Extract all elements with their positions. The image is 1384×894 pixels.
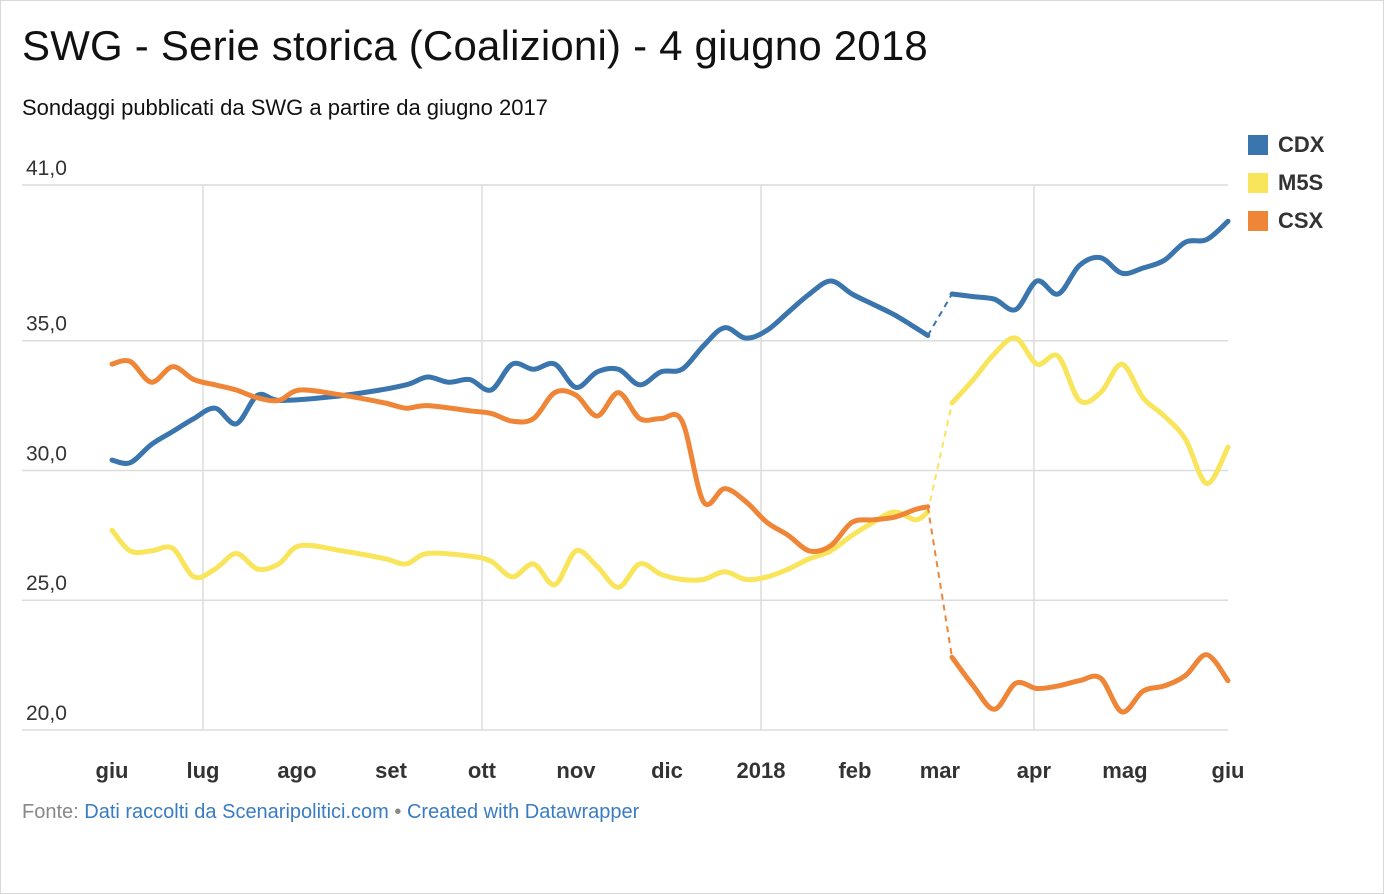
y-tick-label: 35,0 <box>26 313 67 336</box>
source-separator: • <box>394 801 402 823</box>
x-tick-label: 2018 <box>737 758 786 783</box>
legend-item-csx[interactable]: CSX <box>1248 202 1324 240</box>
legend-label-cdx: CDX <box>1278 132 1325 157</box>
x-tick-label: giu <box>96 758 129 783</box>
source-prefix: Fonte: <box>22 801 79 823</box>
datawrapper-link[interactable]: Created with Datawrapper <box>406 801 640 823</box>
x-tick-label: dic <box>651 758 683 783</box>
legend-swatch-cdx <box>1248 135 1268 155</box>
x-tick-label: ott <box>468 758 497 783</box>
legend-label-m5s: M5S <box>1278 170 1324 195</box>
legend-swatch-m5s <box>1248 173 1268 193</box>
x-tick-label: giu <box>1212 758 1245 783</box>
series-line-m5s-before[interactable] <box>109 509 931 590</box>
series-line-csx-before[interactable] <box>109 358 931 555</box>
x-tick-label: mar <box>920 758 961 783</box>
x-tick-label: lug <box>186 758 219 783</box>
legend-swatch-csx <box>1248 211 1268 231</box>
series-line-csx-after[interactable] <box>949 652 1231 715</box>
chart-title: SWG - Serie storica (Coalizioni) - 4 giu… <box>22 22 928 69</box>
legend-label-csx: CSX <box>1278 208 1324 233</box>
y-tick-label: 41,0 <box>26 157 67 180</box>
source-line: Fonte: Dati raccolti da Scenaripolitici.… <box>22 801 639 824</box>
chart-subtitle: Sondaggi pubblicati da SWG a partire da … <box>22 95 548 120</box>
legend-item-cdx[interactable]: CDX <box>1248 126 1324 164</box>
series-gap-csx <box>926 506 954 658</box>
x-tick-label: feb <box>838 758 871 783</box>
series-line-cdx-before[interactable] <box>109 278 931 466</box>
y-tick-label: 20,0 <box>26 702 67 725</box>
legend-item-m5s[interactable]: M5S <box>1248 164 1324 202</box>
x-tick-label: ago <box>277 758 316 783</box>
axis-labels: 41,0 35,0 30,0 25,0 20,0 giu lug ago set ott nov di… <box>26 157 1245 783</box>
series-layer <box>109 218 1231 715</box>
series-line-cdx-after[interactable] <box>949 218 1231 313</box>
source-link[interactable]: Dati raccolti da Scenaripolitici.com <box>84 801 389 823</box>
series-gap-m5s <box>926 402 954 513</box>
series-gap-cdx <box>926 293 953 337</box>
grid-layer <box>22 184 1228 731</box>
x-tick-label: apr <box>1017 758 1052 783</box>
x-tick-label: set <box>375 758 407 783</box>
x-tick-label: nov <box>556 758 596 783</box>
legend: CDX M5S CSX <box>1248 126 1324 240</box>
series-line-m5s-after[interactable] <box>949 335 1231 486</box>
y-tick-label: 25,0 <box>26 572 67 595</box>
y-tick-label: 30,0 <box>26 442 67 465</box>
x-tick-label: mag <box>1102 758 1147 783</box>
